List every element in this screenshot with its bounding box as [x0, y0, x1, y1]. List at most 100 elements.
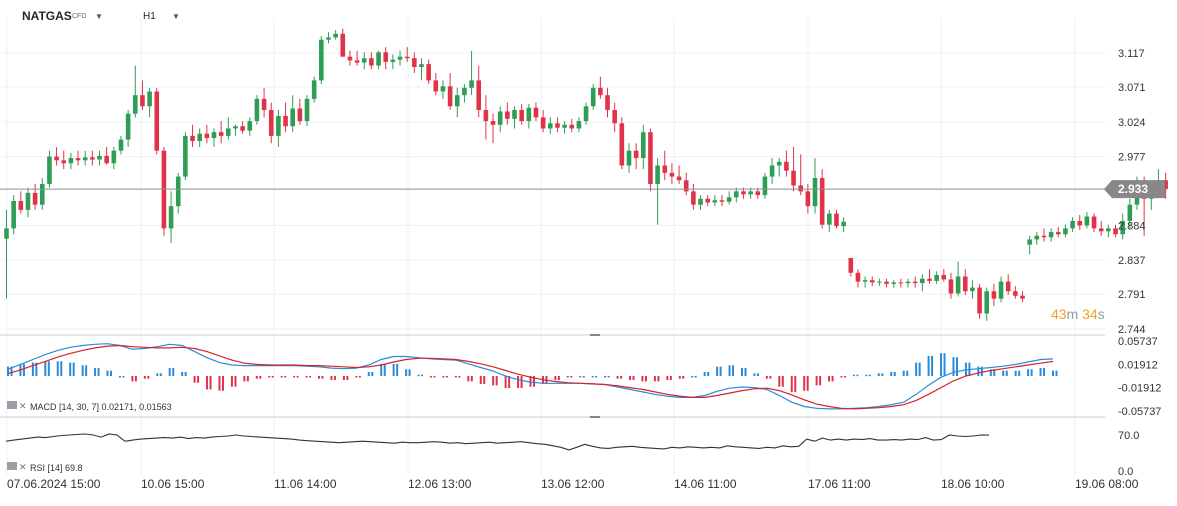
candle-body — [598, 87, 603, 96]
candle-body — [39, 183, 45, 205]
candle — [834, 209, 839, 229]
macd-histogram-bar — [856, 374, 859, 377]
macd-histogram-bar — [504, 376, 507, 389]
candle-body — [140, 95, 145, 107]
candle-body — [82, 157, 88, 161]
candle-body — [319, 39, 324, 81]
candle-body — [233, 126, 238, 129]
candle-body — [533, 107, 539, 118]
macd-histogram-bar — [517, 376, 520, 389]
candle-body — [204, 133, 210, 139]
panel-resize-handle[interactable] — [590, 334, 600, 336]
macd-histogram-bar — [716, 366, 719, 376]
macd-histogram-bar — [620, 376, 623, 379]
macd-histogram-bar — [964, 362, 967, 376]
macd-histogram-bar — [470, 376, 473, 382]
macd-histogram-bar — [259, 376, 262, 379]
candle-body — [168, 206, 174, 229]
macd-histogram-bar — [890, 371, 893, 376]
symbol-dropdown-icon[interactable]: ▼ — [95, 12, 103, 21]
macd-histogram-bar — [989, 369, 992, 376]
candle — [1091, 213, 1097, 233]
candle — [1106, 224, 1111, 238]
macd-histogram-bar — [380, 363, 383, 376]
indicator-menu-icon[interactable] — [7, 462, 17, 470]
macd-histogram-bar — [719, 366, 722, 376]
macd-histogram-bar — [492, 376, 495, 386]
candle-body — [1163, 180, 1168, 190]
macd-histogram-bar — [479, 376, 482, 385]
candle — [891, 280, 897, 288]
macd-histogram-bar — [97, 367, 100, 376]
symbol-label[interactable]: NATGAS — [22, 9, 72, 23]
panel-resize-handle[interactable] — [590, 416, 600, 418]
macd-histogram-bar — [321, 376, 324, 379]
candle-body — [891, 282, 897, 284]
indicator-menu-icon[interactable] — [7, 401, 17, 409]
candle-body — [612, 109, 617, 124]
candle — [827, 209, 832, 233]
macd-histogram-bar — [591, 376, 594, 378]
candle-body — [1063, 228, 1068, 235]
macd-histogram-bar — [458, 376, 461, 378]
macd-histogram-bar — [644, 376, 647, 382]
price-tick-label: 2.744 — [1118, 324, 1146, 336]
candle-body — [1070, 220, 1075, 229]
countdown-seconds: 34 — [1082, 306, 1098, 322]
price-tick-label: 3.024 — [1118, 117, 1146, 129]
candle — [18, 191, 24, 214]
candle-body — [47, 156, 52, 184]
candle-body — [805, 191, 811, 207]
timeframe-label[interactable]: H1 — [143, 11, 156, 22]
candle — [519, 104, 524, 125]
macd-histogram-bar — [607, 376, 610, 378]
rsi-legend-text: RSI [14] 69.8 — [30, 463, 83, 473]
macd-histogram-bar — [396, 363, 399, 376]
macd-histogram-bar — [358, 376, 361, 378]
candle-body — [1091, 216, 1097, 229]
rsi-legend: ✕ RSI [14] 69.8 — [7, 462, 83, 473]
candle — [605, 87, 610, 118]
candle — [1120, 213, 1125, 240]
candle-body — [283, 115, 288, 127]
candle — [490, 113, 496, 144]
macd-histogram-bar — [408, 369, 411, 376]
macd-histogram-bar — [218, 376, 221, 391]
timeframe-dropdown-icon[interactable]: ▼ — [172, 12, 180, 21]
candle — [319, 35, 324, 85]
candle-body — [734, 191, 739, 198]
macd-histogram-bar — [906, 370, 909, 376]
candle-body — [505, 111, 510, 119]
macd-histogram-bar — [952, 357, 955, 376]
macd-histogram-bar — [955, 357, 958, 376]
symbol-type-label: CFD — [72, 13, 87, 20]
candle — [869, 276, 875, 287]
candle-body — [669, 172, 675, 177]
candle — [712, 195, 718, 207]
candle-body — [605, 95, 610, 110]
time-tick-label: 10.06 15:00 — [141, 477, 205, 491]
candle — [640, 124, 646, 170]
candle — [662, 150, 668, 181]
candle — [970, 280, 975, 299]
candle — [1020, 291, 1025, 303]
candle — [125, 109, 131, 147]
candle-body — [297, 108, 303, 122]
macd-histogram-bar — [44, 361, 47, 376]
macd-histogram-bar — [918, 362, 921, 376]
macd-histogram-bar — [197, 376, 200, 383]
candle — [311, 76, 317, 103]
candle-body — [576, 121, 582, 129]
candle-body — [855, 272, 861, 282]
macd-histogram-bar — [1039, 367, 1042, 376]
macd-histogram-bar — [309, 376, 312, 378]
macd-histogram-bar — [653, 376, 656, 382]
candle-body — [705, 198, 710, 203]
candle-body — [683, 180, 689, 192]
candle-body — [1084, 216, 1090, 226]
candle — [991, 283, 997, 307]
candle-body — [547, 123, 553, 129]
candle — [333, 30, 338, 40]
